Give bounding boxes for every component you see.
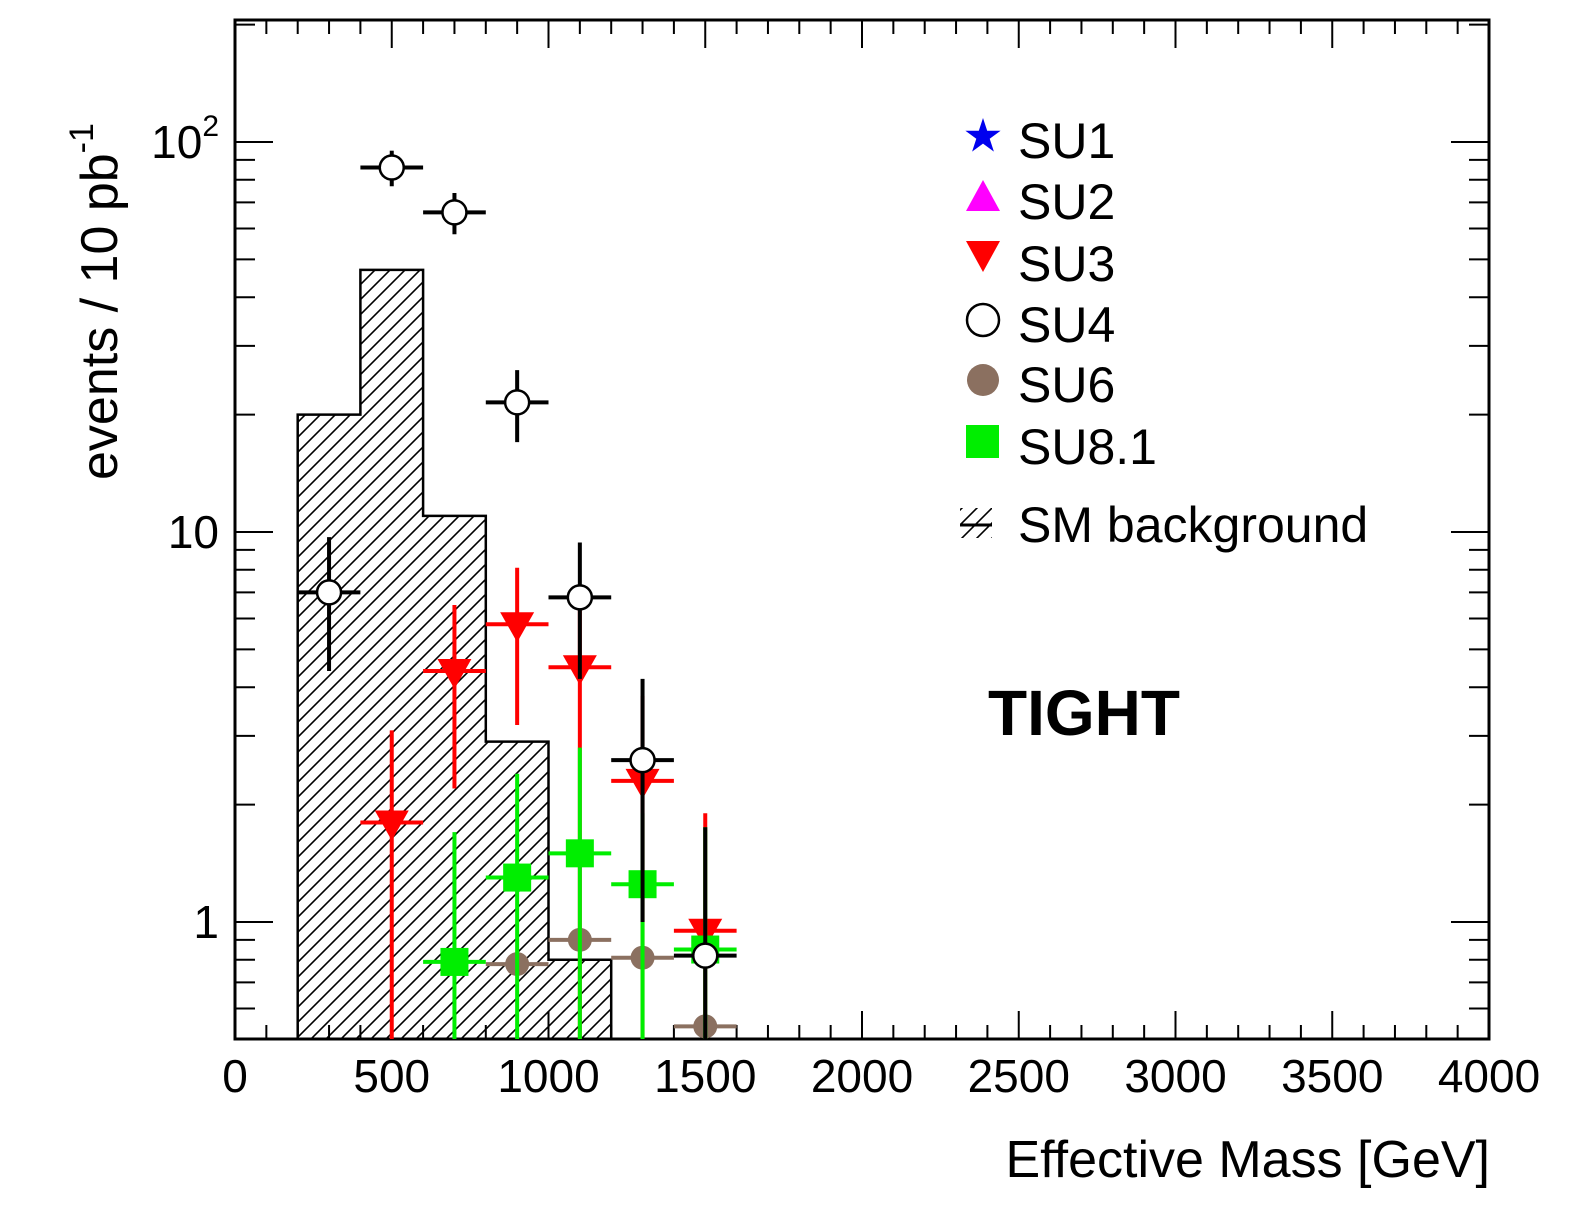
su1-star-icon [965, 118, 1001, 152]
axis-labels: Effective Mass [GeV] events / 10 pb-1 1 … [63, 110, 1540, 1189]
data-point-triangle [374, 810, 409, 841]
data-point-open-circle [441, 199, 468, 226]
y-axis-title-exponent: -1 [63, 123, 101, 153]
legend-label-su4: SU4 [1018, 297, 1115, 353]
legend-item-su2: SU2 [966, 174, 1115, 230]
legend-item-su81: SU8.1 [966, 419, 1157, 475]
y-tick-label-100-base: 10 [151, 116, 202, 168]
legend-label-su81: SU8.1 [1018, 419, 1157, 475]
plot-frame [233, 18, 1491, 1041]
su81-square-icon [966, 425, 999, 458]
y-tick-label-1: 1 [193, 896, 219, 948]
sm-hatch-icon [960, 508, 992, 538]
y-axis-title: events / 10 pb-1 [63, 123, 129, 480]
data-point-square [440, 947, 469, 976]
x-tick-labels: 0 500 1000 1500 2000 2500 3000 3500 4000 [222, 1050, 1540, 1102]
data-point-square [503, 863, 532, 892]
x-tick-label: 0 [222, 1050, 248, 1102]
data-point-open-circle [692, 942, 719, 969]
legend-item-su6: SU6 [967, 357, 1115, 413]
y-tick-label-10: 10 [168, 506, 219, 558]
legend-item-sm: SM background [960, 497, 1368, 553]
series-su4 [297, 150, 737, 1039]
data-point-open-circle [315, 579, 343, 606]
x-tick-label: 4000 [1438, 1050, 1540, 1102]
su2-triangle-up-icon [966, 180, 1000, 211]
x-tick-label: 2000 [811, 1050, 913, 1102]
legend-label-su3: SU3 [1018, 236, 1115, 292]
y-tick-label-100: 102 [151, 110, 219, 168]
su3-triangle-down-icon [966, 241, 1000, 272]
legend-label-su6: SU6 [1018, 357, 1115, 413]
legend-item-su4: SU4 [965, 297, 1115, 353]
su4-open-circle-icon [965, 302, 1001, 338]
legend-item-su1: SU1 [965, 113, 1115, 169]
data-point-open-circle [629, 746, 656, 774]
data-point-open-circle [503, 389, 531, 416]
legend: SU1 SU2 SU3 SU4 SU6 SU8.1 SM background [960, 113, 1368, 553]
tight-annotation: TIGHT [988, 677, 1180, 749]
legend-label-sm: SM background [1018, 497, 1368, 553]
x-tick-label: 2500 [968, 1050, 1070, 1102]
data-point-square [565, 839, 594, 868]
signal-points [297, 150, 737, 1039]
x-tick-label: 500 [353, 1050, 430, 1102]
y-axis-title-main: events / 10 pb [71, 153, 129, 480]
x-tick-label: 1500 [654, 1050, 756, 1102]
legend-label-su1: SU1 [1018, 113, 1115, 169]
data-point-triangle [500, 612, 535, 643]
x-tick-label: 3500 [1281, 1050, 1383, 1102]
y-tick-label-100-exponent: 2 [202, 110, 219, 143]
x-tick-label: 1000 [497, 1050, 599, 1102]
legend-item-su3: SU3 [966, 236, 1115, 292]
su6-filled-circle-icon [967, 364, 999, 396]
data-point-open-circle [378, 154, 405, 181]
x-tick-label: 3000 [1124, 1050, 1226, 1102]
data-point-triangle [437, 659, 472, 690]
x-axis-title: Effective Mass [GeV] [1005, 1131, 1490, 1189]
data-point-open-circle [566, 584, 594, 611]
legend-label-su2: SU2 [1018, 174, 1115, 230]
